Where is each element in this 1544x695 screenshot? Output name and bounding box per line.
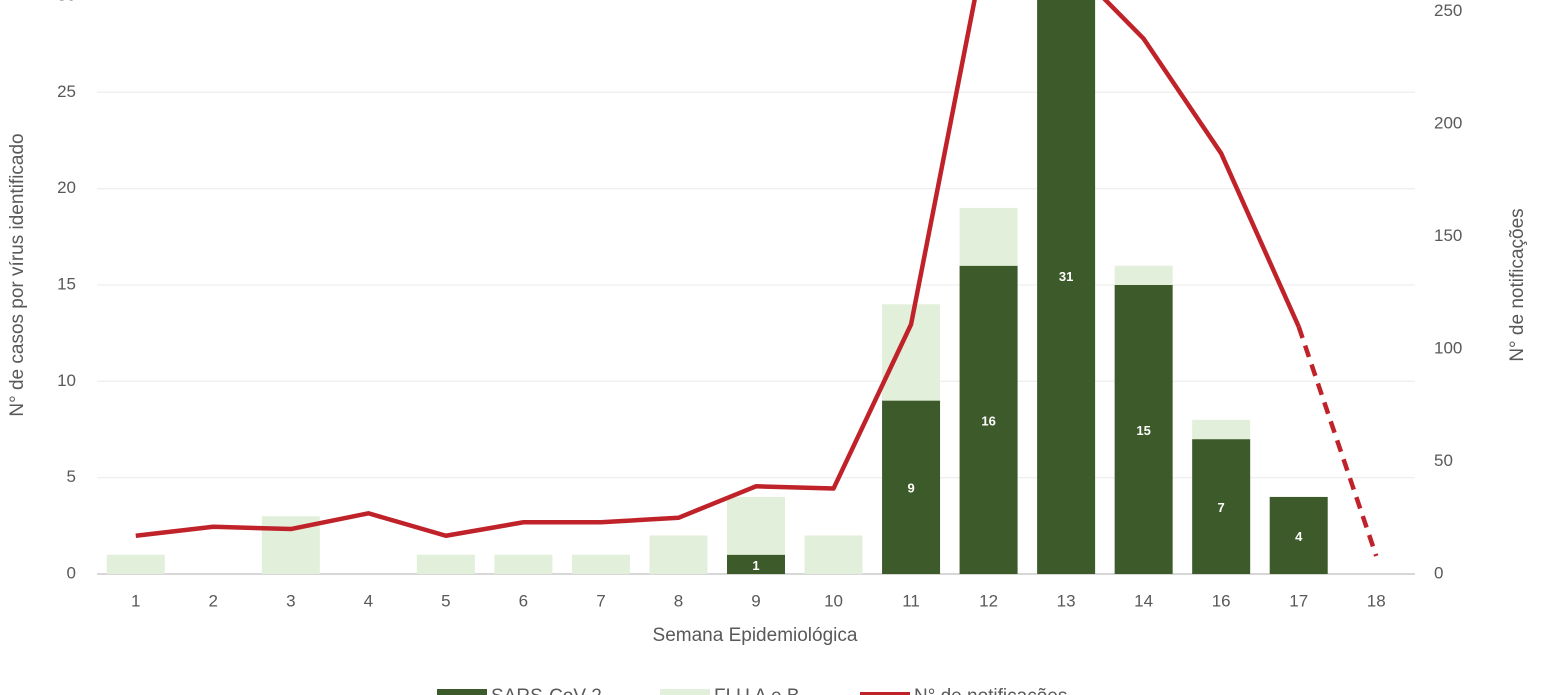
- legend-label: FLU A e B: [714, 686, 800, 695]
- legend-swatch: [437, 689, 487, 695]
- legend-label: SARS-CoV-2: [491, 686, 602, 695]
- bar-segment: [1114, 265, 1173, 285]
- x-tick-label: 4: [364, 591, 373, 610]
- y2-tick-label: 100: [1434, 339, 1462, 358]
- legend-label: N° de notificações: [914, 686, 1067, 695]
- bar-segment: [1192, 419, 1251, 440]
- bar-segment: [959, 207, 1018, 266]
- value-label: 9: [907, 481, 914, 496]
- x-tick-label: 5: [441, 591, 450, 610]
- x-tick-label: 6: [519, 591, 528, 610]
- y-tick-label: 5: [67, 467, 76, 486]
- x-tick-label: 14: [1134, 591, 1153, 610]
- y2-tick-label: 150: [1434, 226, 1462, 245]
- x-tick-label: 11: [902, 591, 920, 610]
- x-tick-label: 1: [131, 591, 140, 610]
- bar-segment: [1269, 496, 1328, 574]
- value-label: 1: [752, 558, 759, 573]
- y2-axis-title: N° de notificações: [1507, 208, 1528, 361]
- x-tick-label: 2: [209, 591, 218, 610]
- y-tick-label: 10: [57, 371, 76, 390]
- y-tick-label: 25: [57, 82, 76, 101]
- value-label: 16: [981, 413, 995, 428]
- bar-segment: [959, 265, 1018, 574]
- bar-segment: [416, 554, 475, 574]
- y-tick-label: 15: [57, 274, 76, 293]
- bar-segment: [106, 554, 165, 574]
- y-tick-label: 20: [57, 178, 76, 197]
- bar-segment: [571, 554, 630, 574]
- value-label: 7: [1218, 500, 1225, 515]
- value-label: 31: [1059, 269, 1073, 284]
- bar-segment: [804, 535, 863, 574]
- y2-tick-label: 0: [1434, 563, 1443, 582]
- x-tick-label: 7: [596, 591, 605, 610]
- x-tick-label: 18: [1367, 591, 1386, 610]
- y-tick-label: 0: [67, 563, 76, 582]
- bar-segment: [1114, 285, 1173, 574]
- bar-segment: [649, 535, 708, 574]
- bar-segment: [882, 400, 941, 574]
- y2-tick-label: 50: [1434, 451, 1453, 470]
- bar-segment: [1037, 0, 1096, 574]
- x-tick-label: 9: [751, 591, 760, 610]
- y2-tick-label: 200: [1434, 114, 1462, 133]
- x-tick-label: 10: [824, 591, 843, 610]
- line-series-projected: [1296, 325, 1379, 557]
- y-tick-label: 30: [57, 0, 76, 4]
- value-label: 15: [1136, 423, 1150, 438]
- y2-tick-label: 250: [1434, 1, 1462, 20]
- x-tick-label: 16: [1212, 591, 1231, 610]
- value-label: 4: [1295, 529, 1303, 544]
- bar-segment: [727, 496, 785, 555]
- x-tick-label: 17: [1289, 591, 1308, 610]
- bar-segment: [727, 554, 785, 574]
- bar-segment: [494, 554, 553, 574]
- x-axis-title: Semana Epidemiológica: [653, 625, 858, 646]
- x-tick-label: 3: [286, 591, 295, 610]
- line-series: [135, 0, 1301, 539]
- x-tick-label: 8: [674, 591, 683, 610]
- x-tick-label: 13: [1057, 591, 1076, 610]
- x-tick-label: 12: [979, 591, 998, 610]
- y-axis-title: N° de casos por vírus identificado: [7, 133, 28, 416]
- legend-swatch: [660, 689, 710, 695]
- bar-segment: [1192, 439, 1251, 574]
